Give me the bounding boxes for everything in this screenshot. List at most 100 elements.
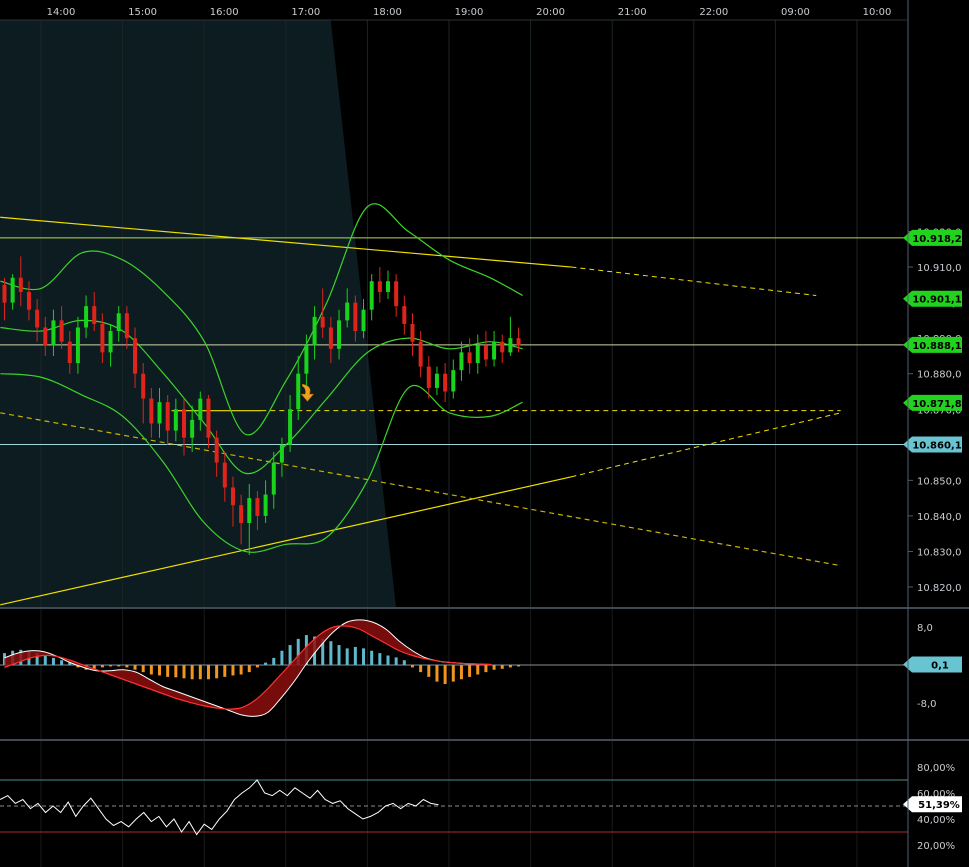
candle-down: [255, 498, 260, 516]
candle-up: [475, 345, 480, 364]
candle-down: [222, 462, 227, 488]
trendline: [0, 412, 841, 567]
candle-down: [141, 373, 146, 399]
candle-down: [328, 327, 333, 349]
oscillator-badge-label: 51,39%: [918, 800, 960, 811]
price-tick-label: 10.820,0: [917, 583, 962, 594]
macd-histogram-bar: [402, 660, 406, 665]
trendline: [0, 216, 572, 268]
macd-histogram-bar: [345, 648, 349, 665]
macd-histogram-bar: [492, 665, 496, 670]
macd-histogram-bar: [198, 665, 202, 680]
macd-panel: 8,0 -8,0 0,1: [0, 619, 962, 717]
macd-histogram-bar: [337, 645, 341, 665]
candle-down: [67, 341, 72, 364]
macd-signal-line: [4, 625, 492, 710]
candle-down: [320, 316, 325, 328]
candle-up: [345, 302, 350, 321]
candle-up: [288, 409, 293, 445]
candle-down: [483, 345, 488, 360]
time-tick-label: 10:00: [863, 7, 892, 18]
candle-up: [263, 494, 268, 516]
macd-histogram-bar: [51, 657, 55, 665]
macd-histogram-bar: [468, 665, 472, 677]
candle-up: [508, 338, 513, 353]
candle-up: [492, 341, 497, 360]
bollinger-upper: [0, 203, 523, 436]
candle-up: [451, 370, 456, 392]
candle-down: [100, 323, 105, 353]
macd-histogram-bar: [100, 665, 104, 668]
candle-up: [190, 419, 195, 438]
candle-down: [26, 291, 31, 310]
macd-histogram-bar: [394, 657, 398, 665]
candle-down: [149, 398, 154, 424]
macd-histogram-bar: [459, 665, 463, 680]
candle-up: [434, 373, 439, 388]
price-badges: 10.918,2 10.901,1 10.888,1 10.871,8 10.860,1: [903, 229, 962, 453]
macd-histogram-bar: [280, 650, 284, 665]
candle-down: [133, 338, 138, 374]
candle-down: [59, 320, 64, 342]
candle-down: [410, 323, 415, 342]
macd-histogram-bar: [329, 641, 333, 665]
time-tick-label: 20:00: [536, 7, 565, 18]
price-badge: [903, 290, 962, 307]
macd-histogram-bar: [321, 638, 325, 665]
macd-histogram-bar: [35, 653, 39, 665]
time-tick-label: 14:00: [47, 7, 76, 18]
candle-up: [369, 281, 374, 310]
macd-histogram-bar: [255, 665, 259, 668]
candle-up: [51, 320, 56, 346]
candle-down: [377, 281, 382, 292]
candle-down: [426, 366, 431, 388]
candle-up: [271, 462, 276, 495]
candle-up: [459, 352, 464, 371]
time-tick-label: 22:00: [699, 7, 728, 18]
macd-histogram-bar: [362, 648, 366, 665]
time-tick-label: 15:00: [128, 7, 157, 18]
macd-histogram-bar: [296, 638, 300, 665]
candle-up: [157, 402, 162, 424]
macd-histogram-bar: [435, 665, 439, 682]
price-badge-label: 10.888,1: [912, 341, 961, 352]
price-badge-label: 10.901,1: [912, 295, 961, 306]
oscillator-panel: 80,00% 60,00% 40,00% 20,00% 51,39%: [0, 763, 962, 852]
candle-up: [10, 277, 15, 303]
price-tick-label: 10.850,0: [917, 476, 962, 487]
grid-layer: [40, 20, 858, 867]
macd-histogram-bar: [451, 665, 455, 682]
candle-up: [304, 345, 309, 374]
macd-histogram-bar: [231, 665, 235, 676]
oscillator-badge: [903, 796, 962, 813]
macd-histogram-bar: [43, 655, 47, 665]
macd-histogram-bar: [68, 662, 72, 665]
oscillator-line: [0, 779, 439, 836]
macd-histogram-bar: [215, 665, 219, 679]
price-badge: [903, 336, 962, 353]
price-badge: [903, 436, 962, 453]
macd-histogram-bar: [410, 665, 414, 668]
candle-up: [108, 331, 113, 353]
price-badge-label: 10.871,8: [912, 399, 961, 410]
candle-up: [116, 313, 121, 332]
price-badge: [903, 394, 962, 411]
macd-histogram-bar: [370, 650, 374, 665]
time-tick-label: 21:00: [618, 7, 647, 18]
candle-down: [467, 352, 472, 364]
macd-histogram-bar: [264, 662, 268, 665]
macd-histogram-bar: [92, 665, 96, 669]
candle-down: [35, 309, 40, 328]
candle-up: [337, 320, 342, 349]
macd-histogram-bar: [508, 665, 512, 668]
trendline-layer: [0, 216, 908, 606]
macd-histogram-bar: [419, 665, 423, 673]
macd-histogram-bar: [378, 653, 382, 665]
candle-down: [2, 284, 7, 303]
time-tick-label: 18:00: [373, 7, 402, 18]
oscillator-tick-label: 80,00%: [917, 763, 955, 774]
